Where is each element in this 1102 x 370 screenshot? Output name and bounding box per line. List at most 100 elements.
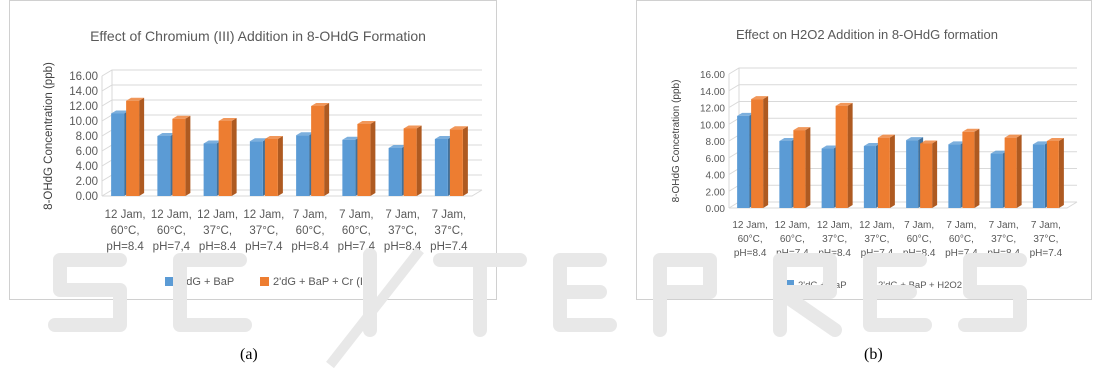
y-tick-label: 16.00 xyxy=(69,71,98,83)
x-category-label: pH=7.4 xyxy=(245,241,283,253)
bar-side-addition xyxy=(1016,134,1022,208)
x-category-label: pH=7.4 xyxy=(861,248,894,259)
bar-bap xyxy=(342,139,356,196)
bar-addition xyxy=(920,143,933,208)
bar-addition xyxy=(1004,137,1017,208)
bar-addition xyxy=(311,106,325,196)
x-category-label: 37°C, xyxy=(203,225,232,237)
bar-bap xyxy=(906,140,919,208)
bar-addition xyxy=(357,124,371,196)
y-tick-label: 14.00 xyxy=(69,86,98,98)
bar-top-addition xyxy=(311,103,330,106)
bar-top-bap xyxy=(863,143,881,147)
bar-addition xyxy=(172,118,186,196)
x-category-label: 60°C, xyxy=(111,225,140,237)
y-tick-label: 14.00 xyxy=(700,87,725,98)
bar-top-addition xyxy=(449,126,468,130)
bar-top-addition xyxy=(751,96,769,100)
chart-panel-a: Effect of Chromium (III) Addition in 8-O… xyxy=(9,0,497,300)
chart-title: Effect on H2O2 Addition in 8-OHdG format… xyxy=(736,27,998,42)
bar-bap xyxy=(249,141,263,196)
x-category-label: pH=8.4 xyxy=(734,248,767,259)
bar-bap xyxy=(1032,144,1045,208)
chart-panel-b: Effect on H2O2 Addition in 8-OHdG format… xyxy=(636,0,1092,300)
bar-addition xyxy=(835,105,848,208)
x-category-label: pH=7,4 xyxy=(153,241,191,253)
bar-top-addition xyxy=(264,136,283,139)
bar-side-addition xyxy=(231,118,237,196)
bar-addition xyxy=(1046,141,1059,208)
legend-swatch xyxy=(165,277,174,286)
caption-a: (a) xyxy=(240,346,258,363)
x-category-label: 37°C, xyxy=(249,225,278,237)
h2o2-chart: Effect on H2O2 Addition in 8-OHdG format… xyxy=(671,27,1078,291)
bar-bap xyxy=(779,141,792,208)
x-category-label: 37°C, xyxy=(864,234,889,245)
legend-label: 2'dG + BaP + H2O2 xyxy=(878,280,962,291)
bar-top-bap xyxy=(779,138,797,141)
bar-side-addition xyxy=(370,121,376,196)
x-category-label: 12 Jam, xyxy=(105,209,146,221)
bar-side-addition xyxy=(277,136,283,196)
bar-top-addition xyxy=(793,127,811,131)
x-category-label: 7 Jam, xyxy=(989,220,1019,231)
x-category-label: 7 Jam, xyxy=(385,209,420,221)
x-category-label: 60°C, xyxy=(296,225,325,237)
chromium-chart: Effect of Chromium (III) Addition in 8-O… xyxy=(43,28,483,288)
bar-top-bap xyxy=(203,140,222,144)
x-category-label: 37°C, xyxy=(822,234,847,245)
x-category-label: 12 Jam, xyxy=(817,220,853,231)
gridline xyxy=(728,67,1077,75)
bar-top-addition xyxy=(1046,138,1064,141)
chart-title: Effect of Chromium (III) Addition in 8-O… xyxy=(90,28,426,44)
bar-side-addition xyxy=(932,140,938,208)
bar-addition xyxy=(962,131,975,208)
bar-top-bap xyxy=(157,133,176,136)
x-category-label: 37°C, xyxy=(434,225,463,237)
bar-top-bap xyxy=(737,112,755,116)
bar-bap xyxy=(203,143,217,196)
bar-top-bap xyxy=(342,136,361,140)
y-tick-label: 2.00 xyxy=(706,187,726,198)
x-category-label: pH=8.4 xyxy=(291,241,329,253)
bar-side-addition xyxy=(763,96,769,208)
bar-bap xyxy=(863,146,876,208)
bar-top-addition xyxy=(126,97,145,101)
legend-label: 2'dG + BaP xyxy=(798,280,847,291)
y-tick-label: 0.00 xyxy=(706,204,726,215)
x-category-label: 37°C, xyxy=(991,234,1016,245)
bar-top-bap xyxy=(948,141,966,145)
x-category-label: 60°C, xyxy=(907,234,932,245)
bar-addition xyxy=(218,121,232,196)
x-category-label: 12 Jam, xyxy=(151,209,192,221)
bar-addition xyxy=(877,137,890,208)
x-category-label: 37°C, xyxy=(388,225,417,237)
bar-top-bap xyxy=(249,138,268,142)
y-tick-label: 4.00 xyxy=(706,171,726,182)
y-tick-label: 8.00 xyxy=(706,137,726,148)
x-category-label: pH=8.4 xyxy=(106,241,144,253)
bar-bap xyxy=(434,139,448,196)
y-tick-label: 16.00 xyxy=(700,70,725,81)
x-category-label: 60°C, xyxy=(780,234,805,245)
gridline xyxy=(101,69,482,77)
legend-swatch xyxy=(787,280,794,287)
bar-top-addition xyxy=(218,118,237,121)
y-tick-label: 12.00 xyxy=(69,101,98,113)
x-category-label: pH=8.4 xyxy=(199,241,237,253)
bar-bap xyxy=(990,153,1003,208)
gridline xyxy=(101,114,482,122)
bar-top-bap xyxy=(111,110,130,114)
y-tick-label: 2.00 xyxy=(76,176,98,188)
x-category-label: 7 Jam, xyxy=(1031,220,1061,231)
x-category-label: pH=8.4 xyxy=(384,241,422,253)
bar-side-addition xyxy=(805,127,811,208)
y-tick-label: 10.00 xyxy=(69,116,98,128)
x-category-label: pH=7,4 xyxy=(776,248,809,259)
bar-side-addition xyxy=(462,126,468,196)
caption-b: (b) xyxy=(864,346,883,363)
bar-bap xyxy=(296,135,310,196)
x-category-label: 60°C, xyxy=(738,234,763,245)
bar-addition xyxy=(449,129,463,196)
bar-addition xyxy=(793,130,806,208)
